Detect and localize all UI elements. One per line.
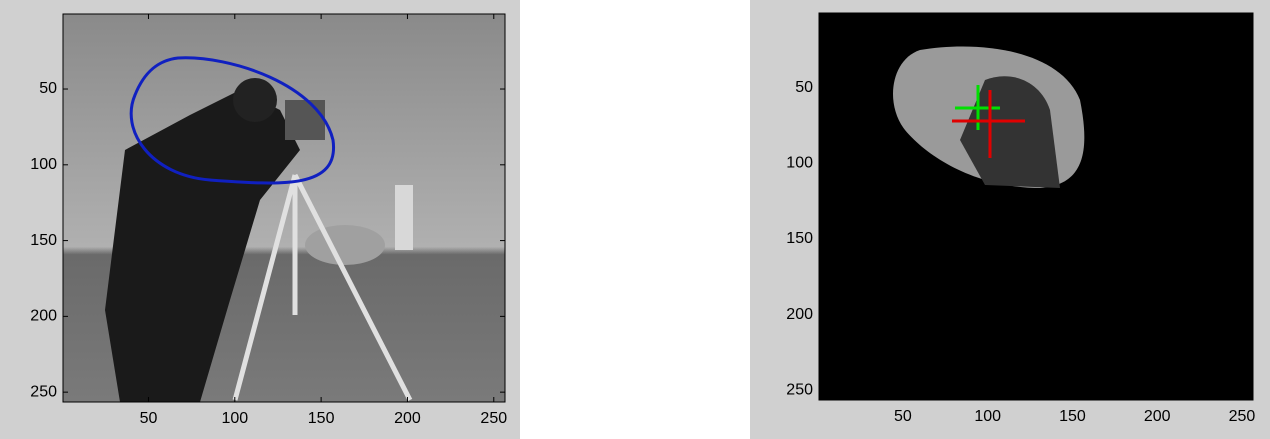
axes-box (62, 13, 506, 403)
y-tick-label: 200 (30, 308, 57, 325)
y-tick-label: 100 (30, 156, 57, 173)
y-tick-label: 50 (795, 79, 813, 96)
x-tick-label: 100 (974, 408, 1001, 425)
y-tick-label: 100 (786, 155, 813, 172)
image-right (819, 13, 1253, 400)
x-tick-label: 50 (140, 410, 158, 427)
x-tick-label: 150 (1059, 408, 1086, 425)
axes-box (818, 12, 1254, 401)
y-tick-label: 250 (30, 383, 57, 400)
tower (395, 185, 413, 250)
person (105, 90, 300, 402)
contour (129, 56, 335, 185)
x-tick-label: 250 (1229, 408, 1256, 425)
centroid-marker (952, 90, 1025, 158)
x-tick-label: 250 (480, 410, 507, 427)
x-tick-label: 200 (1144, 408, 1171, 425)
y-tick-label: 50 (39, 80, 57, 97)
y-tick-label: 250 (786, 381, 813, 398)
x-tick-label: 50 (894, 408, 912, 425)
y-tick-label: 150 (786, 230, 813, 247)
image-left (63, 14, 505, 402)
camera (285, 100, 325, 140)
person (960, 76, 1060, 188)
head (233, 78, 277, 122)
tripod (232, 173, 413, 402)
building (305, 225, 385, 265)
x-tick-label: 100 (221, 410, 248, 427)
x-tick-label: 150 (308, 410, 335, 427)
x-tick-label: 200 (394, 410, 421, 427)
y-tick-label: 200 (786, 306, 813, 323)
y-tick-label: 150 (30, 232, 57, 249)
